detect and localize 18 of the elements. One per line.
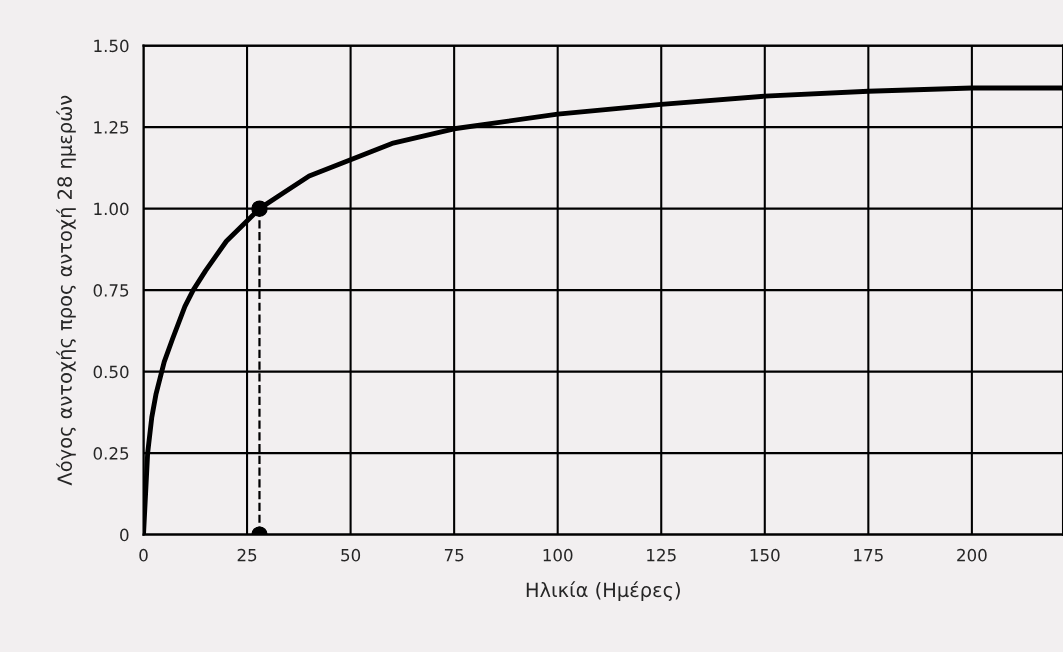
y-tick-label: 1.00 [94, 202, 129, 216]
x-tick-label: 75 [444, 549, 464, 562]
x-tick-label: 200 [957, 548, 987, 562]
y-tick-label: 0.75 [93, 284, 129, 297]
x-tick-label: 100 [543, 548, 573, 562]
x-axis-title: Ηλικία (Ημέρες) [526, 581, 680, 601]
y-tick-label: 0.25 [93, 447, 129, 460]
x-tick-label: 0 [139, 548, 148, 562]
x-tick-label: 50 [341, 548, 361, 562]
y-tick-label: 1.25 [94, 121, 129, 134]
x-tick-label: 125 [647, 548, 676, 562]
x-tick-label: 175 [854, 549, 883, 562]
y-tick-label: 1.50 [94, 39, 129, 53]
y-tick-label: 0.50 [93, 365, 129, 379]
y-axis-title: Λόγος αντοχής προς αντοχή 28 ημερών [56, 95, 76, 486]
x-tick-label: 150 [750, 548, 780, 562]
x-tick-label: 25 [237, 548, 257, 562]
y-tick-label: 0 [120, 528, 129, 542]
